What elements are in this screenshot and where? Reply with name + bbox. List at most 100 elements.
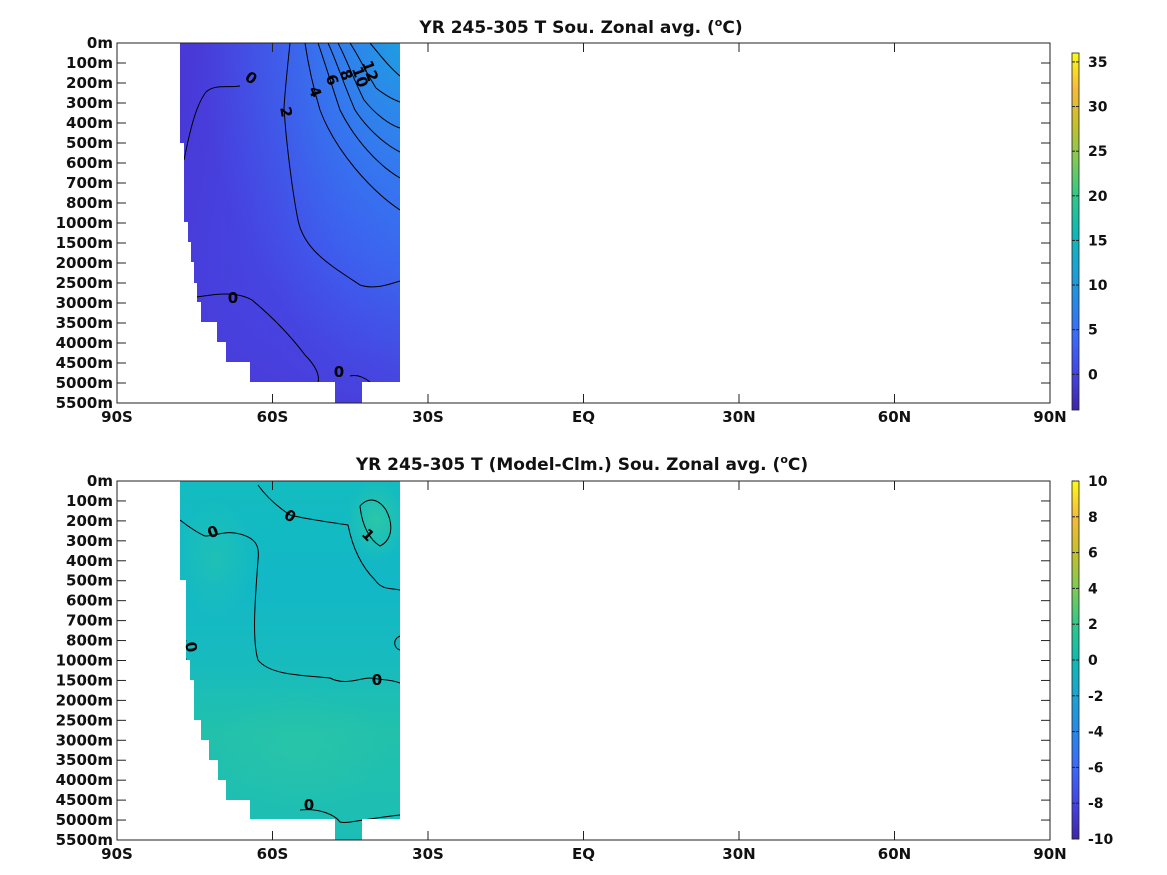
colorbar-tick-label: 6 (1088, 546, 1098, 562)
top-contour-label: 0 (334, 363, 344, 381)
colorbar-tick-label: 25 (1088, 144, 1107, 160)
y-tick-label: 4500m (56, 791, 113, 809)
top-colorbar (1072, 53, 1079, 410)
bottom-heatmap-warm-left (180, 500, 255, 620)
top-contour-line (283, 43, 400, 288)
y-tick-label: 5500m (56, 831, 113, 849)
y-tick-label: 1500m (56, 671, 113, 689)
top-heatmap (180, 43, 400, 403)
top-colorbar-frame (1071, 52, 1080, 411)
y-tick-label: 3500m (56, 314, 113, 332)
bottom-contour-line (394, 635, 400, 651)
top-contour-line (317, 43, 400, 179)
bottom-contour-label: 0 (372, 671, 382, 689)
y-tick-label: 200m (66, 74, 113, 92)
colorbar-tick-label: 30 (1088, 100, 1108, 116)
top-contour-line (349, 43, 400, 103)
y-tick-label: 2500m (56, 274, 113, 292)
y-tick-label: 500m (66, 134, 113, 152)
colorbar-tick-label: -10 (1088, 832, 1114, 848)
top-contour-line (337, 43, 400, 129)
top-contour-line (327, 43, 400, 153)
y-tick-label: 3000m (56, 294, 113, 312)
y-tick-label: 5000m (56, 811, 113, 829)
colorbar-tick-label: 4 (1088, 581, 1098, 597)
y-tick-label: 500m (66, 572, 113, 590)
bottom-contour-line (257, 484, 400, 591)
x-tick-label: 30S (412, 845, 444, 863)
x-tick-label: 90S (101, 408, 133, 426)
top-chart-title: YR 245-305 T Sou. Zonal avg. (oC) (418, 16, 742, 38)
y-tick-label: 2500m (56, 711, 113, 729)
y-tick-label: 400m (66, 114, 113, 132)
colorbar-tick-label: 15 (1088, 233, 1107, 249)
y-tick-label: 800m (66, 632, 113, 650)
bottom-colorbar-ticks: 10 8 6 4 2 0 -2 -4 -6 -8 -10 (1072, 474, 1114, 848)
top-y-ticks: 0m 100m 200m 300m 400m 500m 600m 700m 800m 1000m 1… (56, 34, 1050, 412)
x-tick-label: 90N (1033, 408, 1066, 426)
y-tick-label: 2000m (56, 254, 113, 272)
bottom-y-ticks: 0m 100m 200m 300m 400m 500m 600m 700m 800m 1000m1… (56, 472, 1050, 849)
y-tick-label: 300m (66, 532, 113, 550)
top-contour-line (304, 43, 400, 211)
y-tick-label: 4500m (56, 354, 113, 372)
top-contour-line (196, 293, 319, 383)
top-contour-label: 0 (228, 289, 238, 307)
bottom-heatmap-warm-blob (346, 481, 400, 560)
y-tick-label: 700m (66, 612, 113, 630)
y-tick-label: 700m (66, 174, 113, 192)
bottom-x-ticks: 90S 60S 30S EQ 30N 60N 90N (101, 481, 1067, 863)
colorbar-tick-label: -6 (1088, 760, 1104, 776)
bottom-colorbar (1072, 481, 1079, 839)
colorbar-tick-label: 2 (1088, 617, 1098, 633)
bottom-panel: YR 245-305 T (Model-Clm.) Sou. Zonal avg… (56, 453, 1114, 863)
bottom-chart-title: YR 245-305 T (Model-Clm.) Sou. Zonal avg… (355, 453, 808, 475)
x-tick-label: 90S (101, 845, 133, 863)
bottom-contour-label: 0 (181, 640, 201, 653)
y-tick-label: 100m (66, 492, 113, 510)
bottom-heatmap (180, 481, 400, 840)
bottom-contour-line (299, 809, 400, 823)
x-tick-label: EQ (572, 408, 595, 426)
colorbar-tick-label: 10 (1088, 474, 1108, 490)
x-tick-label: 60S (257, 408, 289, 426)
top-colorbar-ticks: 35 30 25 20 15 10 5 0 (1072, 55, 1108, 383)
colorbar-tick-label: 10 (1088, 278, 1108, 294)
x-tick-label: 30N (722, 408, 755, 426)
y-tick-label: 0m (87, 472, 113, 490)
y-tick-label: 100m (66, 54, 113, 72)
top-contour-line (369, 43, 400, 77)
x-tick-label: 30N (722, 845, 755, 863)
y-tick-label: 600m (66, 154, 113, 172)
colorbar-tick-label: -8 (1088, 796, 1104, 812)
y-tick-label: 2000m (56, 691, 113, 709)
y-tick-label: 300m (66, 94, 113, 112)
colorbar-tick-label: -2 (1088, 689, 1104, 705)
colorbar-tick-label: 0 (1088, 653, 1098, 669)
x-tick-label: 60S (257, 845, 289, 863)
y-tick-label: 1500m (56, 234, 113, 252)
y-tick-label: 5000m (56, 374, 113, 392)
top-contour-line (183, 85, 241, 161)
bottom-contour-label: 0 (304, 796, 314, 814)
y-tick-label: 200m (66, 512, 113, 530)
y-tick-label: 1000m (56, 214, 113, 232)
colorbar-tick-label: 35 (1088, 55, 1107, 71)
colorbar-tick-label: 8 (1088, 510, 1098, 526)
bottom-contour-line (180, 519, 259, 561)
colorbar-tick-label: 20 (1088, 189, 1108, 205)
x-tick-label: 30S (412, 408, 444, 426)
top-contours (183, 43, 400, 383)
top-contour-line (349, 375, 371, 383)
colorbar-tick-label: 0 (1088, 367, 1098, 383)
y-tick-label: 4000m (56, 334, 113, 352)
y-tick-label: 5500m (56, 394, 113, 412)
top-panel: YR 245-305 T Sou. Zonal avg. (oC) 0 2 4 (56, 16, 1108, 426)
top-heatmap-warm (180, 43, 400, 403)
bottom-contour-line (254, 559, 400, 684)
x-tick-label: EQ (572, 845, 595, 863)
y-tick-label: 4000m (56, 771, 113, 789)
y-tick-label: 3000m (56, 731, 113, 749)
top-contour-label: 2 (276, 105, 296, 118)
